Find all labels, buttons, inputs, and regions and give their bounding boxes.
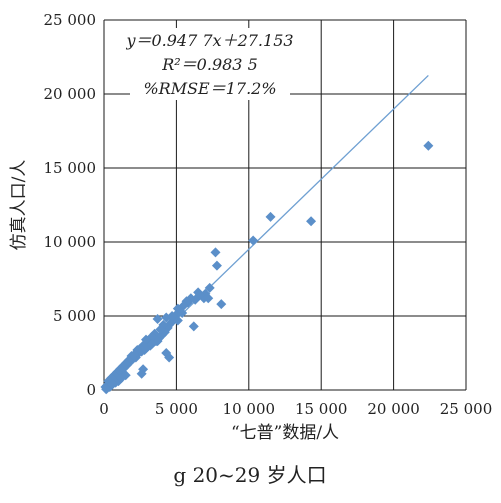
x-axis-label: “七普”数据/人 bbox=[231, 423, 339, 443]
data-point bbox=[167, 311, 178, 321]
data-point bbox=[423, 140, 434, 151]
data-point bbox=[306, 216, 317, 227]
equation-box bbox=[130, 28, 290, 100]
data-point bbox=[146, 339, 157, 350]
x-tick-label: 15 000 bbox=[295, 400, 348, 418]
y-axis-label: 仿真人口/人 bbox=[9, 160, 29, 251]
y-tick-label: 5 000 bbox=[53, 307, 96, 325]
data-point bbox=[164, 352, 175, 363]
rmse-text: %RMSE＝17.2% bbox=[143, 79, 276, 98]
data-point bbox=[204, 282, 215, 293]
y-tick-label: 0 bbox=[86, 381, 96, 399]
data-point bbox=[203, 293, 214, 304]
r-squared-text: R²＝0.983 5 bbox=[161, 55, 258, 74]
data-point bbox=[120, 370, 131, 381]
data-point bbox=[126, 350, 137, 361]
equation-text: y＝0.947 7x＋27.153 bbox=[125, 31, 293, 50]
y-tick-label: 15 000 bbox=[44, 159, 97, 177]
data-point bbox=[194, 290, 205, 301]
data-point bbox=[101, 384, 112, 395]
data-point bbox=[265, 211, 276, 222]
x-tick-label: 25 000 bbox=[440, 400, 493, 418]
data-point bbox=[140, 343, 151, 354]
data-points bbox=[100, 140, 434, 395]
data-point bbox=[216, 299, 227, 310]
data-point bbox=[172, 315, 183, 326]
data-point bbox=[152, 313, 163, 324]
x-tick-label: 5 000 bbox=[155, 400, 198, 418]
y-tick-label: 25 000 bbox=[44, 11, 97, 29]
data-point bbox=[210, 247, 221, 258]
data-point bbox=[248, 235, 259, 246]
data-point bbox=[177, 308, 188, 319]
figure-caption: g 20~29 岁人口 bbox=[173, 463, 326, 487]
data-point bbox=[188, 321, 199, 332]
x-tick-label: 0 bbox=[99, 400, 109, 418]
axes: 0 5 000 10 000 15 000 20 000 25 000 0 5 000 10 0… bbox=[44, 11, 493, 418]
x-tick-label: 20 000 bbox=[367, 400, 420, 418]
data-point bbox=[155, 324, 166, 335]
y-tick-label: 20 000 bbox=[44, 85, 97, 103]
x-tick-label: 10 000 bbox=[223, 400, 276, 418]
data-point bbox=[211, 260, 222, 271]
y-tick-label: 10 000 bbox=[44, 233, 97, 251]
data-point bbox=[136, 368, 147, 379]
